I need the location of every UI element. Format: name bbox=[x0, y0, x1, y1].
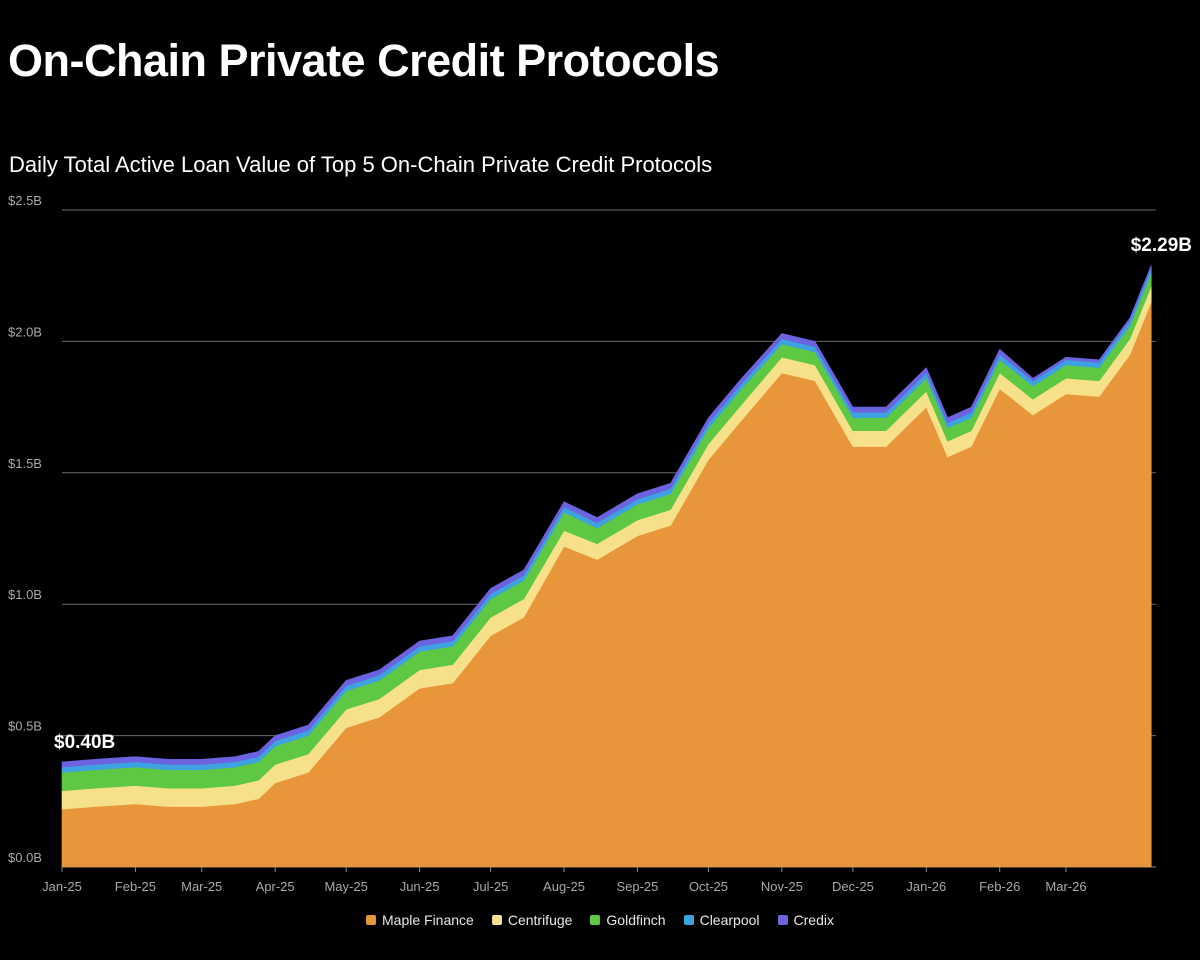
x-tick-label: Jun-25 bbox=[400, 879, 440, 894]
x-tick-label: Sep-25 bbox=[616, 879, 658, 894]
page-title: On-Chain Private Credit Protocols bbox=[8, 35, 720, 86]
y-tick-label: $0.5B bbox=[8, 719, 42, 734]
y-tick-label: $1.0B bbox=[8, 587, 42, 602]
series-areas bbox=[61, 265, 1152, 868]
legend-swatch bbox=[777, 915, 788, 925]
area-credix bbox=[61, 265, 1152, 768]
legend-swatch bbox=[683, 915, 694, 925]
x-tick-label: Feb-25 bbox=[115, 879, 156, 894]
value-annotation: $0.40B bbox=[54, 732, 115, 753]
legend-item-credix: Credix bbox=[777, 912, 834, 928]
legend-item-maple-finance: Maple Finance bbox=[366, 912, 474, 928]
x-tick-label: Nov-25 bbox=[761, 879, 803, 894]
legend-label: Centrifuge bbox=[507, 912, 573, 928]
x-tick-label: May-25 bbox=[324, 879, 367, 894]
y-tick-label: $0.0B bbox=[8, 850, 42, 865]
x-tick-label: Dec-25 bbox=[832, 879, 874, 894]
y-axis-ticks: $0.0B $0.5B $1.0B $1.5B $2.0B $2.5B bbox=[8, 193, 42, 865]
legend-item-goldfinch: Goldfinch bbox=[590, 912, 666, 928]
y-tick-label: $2.5B bbox=[8, 193, 42, 208]
legend-label: Credix bbox=[793, 912, 834, 928]
legend-label: Maple Finance bbox=[382, 912, 474, 928]
legend-label: Clearpool bbox=[699, 912, 760, 928]
x-tick-label: Aug-25 bbox=[543, 879, 585, 894]
x-tick-label: Feb-26 bbox=[979, 879, 1020, 894]
legend-label: Goldfinch bbox=[606, 912, 666, 928]
x-tick-label: Jul-25 bbox=[473, 879, 508, 894]
legend-item-centrifuge: Centrifuge bbox=[491, 912, 573, 928]
x-axis-ticks: Jan-25 Feb-25 Mar-25 Apr-25 May-25 Jun-25 Jul-… bbox=[42, 867, 1087, 894]
x-tick-label: Jan-25 bbox=[42, 879, 82, 894]
chart-legend: Maple Finance Centrifuge Goldfinch Clearpoo… bbox=[0, 912, 1200, 928]
x-tick-label: Oct-25 bbox=[689, 879, 728, 894]
legend-swatch bbox=[491, 915, 502, 925]
legend-swatch bbox=[366, 915, 376, 925]
annotations: $0.40B $2.29B bbox=[54, 235, 1192, 753]
value-annotation: $2.29B bbox=[1131, 235, 1192, 256]
x-tick-label: Apr-25 bbox=[256, 879, 295, 894]
legend-item-clearpool: Clearpool bbox=[683, 912, 760, 928]
y-tick-label: $1.5B bbox=[8, 456, 42, 471]
chart-subtitle: Daily Total Active Loan Value of Top 5 O… bbox=[9, 152, 713, 177]
y-tick-label: $2.0B bbox=[8, 324, 42, 339]
legend-swatch bbox=[590, 915, 601, 925]
x-tick-label: Mar-26 bbox=[1045, 879, 1086, 894]
x-tick-label: Jan-26 bbox=[906, 879, 946, 894]
x-tick-label: Mar-25 bbox=[181, 879, 222, 894]
